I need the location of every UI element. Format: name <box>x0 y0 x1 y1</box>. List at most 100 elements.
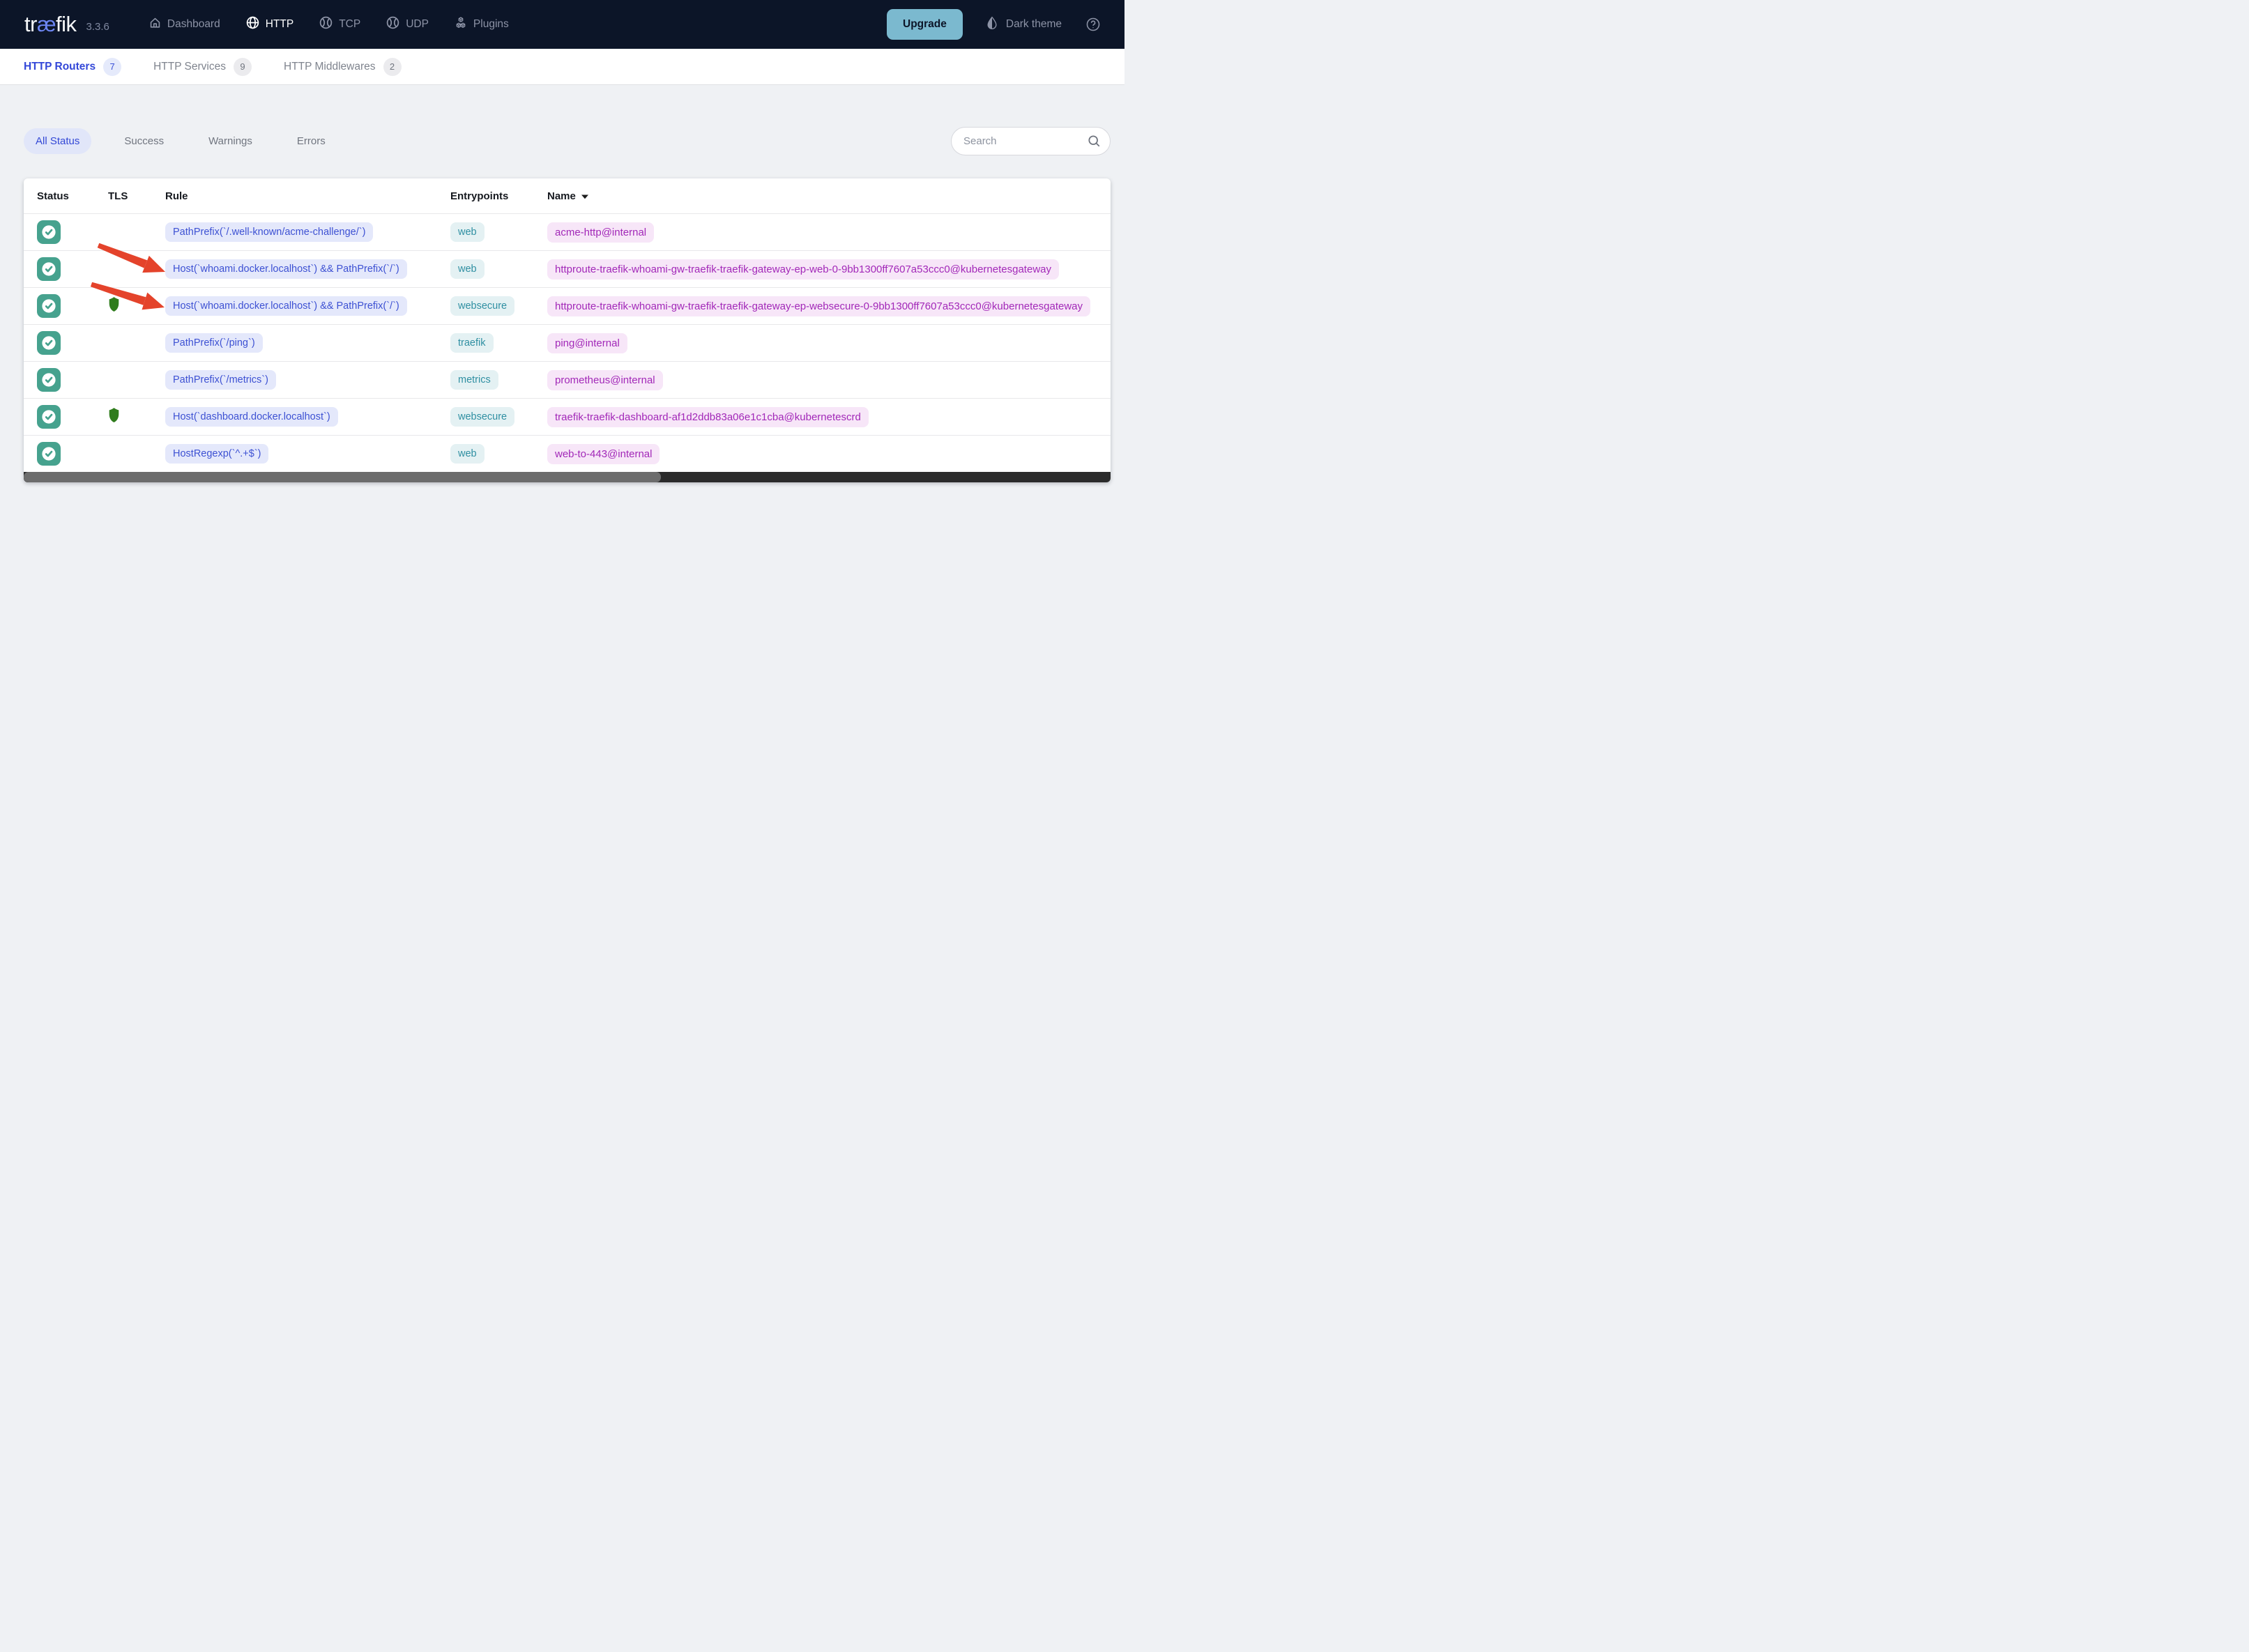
router-name-pill: traefik-traefik-dashboard-af1d2ddb83a06e… <box>547 406 869 427</box>
search-input[interactable] <box>951 127 1111 155</box>
table-row-4[interactable]: PathPrefix(`/ping`) traefik ping@internal <box>24 324 1111 361</box>
nav-item-label: TCP <box>339 18 361 30</box>
status-success-icon <box>37 294 61 318</box>
rule-cell: PathPrefix(`/ping`) <box>165 333 450 353</box>
name-cell: httproute-traefik-whoami-gw-traefik-trae… <box>547 296 1111 316</box>
table-row-2[interactable]: Host(`whoami.docker.localhost`) && PathP… <box>24 250 1111 287</box>
table-row-6[interactable]: Host(`dashboard.docker.localhost`) websec… <box>24 398 1111 435</box>
column-header-entrypoints[interactable]: Entrypoints <box>450 190 509 202</box>
filter-tab-success[interactable]: Success <box>124 135 165 147</box>
entrypoint-pill: traefik <box>450 333 494 353</box>
entrypoint-pill: websecure <box>450 296 515 316</box>
status-cell <box>37 220 108 244</box>
router-name-pill: web-to-443@internal <box>547 443 660 464</box>
filter-tab-all-status[interactable]: All Status <box>24 128 92 154</box>
status-success-icon <box>37 331 61 355</box>
nav-item-label: Dashboard <box>167 18 220 30</box>
ball-icon <box>319 15 333 33</box>
name-cell: httproute-traefik-whoami-gw-traefik-trae… <box>547 259 1111 280</box>
router-name-pill: httproute-traefik-whoami-gw-traefik-trae… <box>547 296 1091 316</box>
status-success-icon <box>37 442 61 466</box>
table-row-5[interactable]: PathPrefix(`/metrics`) metrics prometheus@… <box>24 361 1111 398</box>
router-name-pill: httproute-traefik-whoami-gw-traefik-trae… <box>547 259 1059 280</box>
tls-shield-icon <box>108 297 120 315</box>
subnav-item-http-middlewares[interactable]: HTTP Middlewares 2 <box>284 57 402 76</box>
count-badge: 2 <box>383 57 402 76</box>
rule-pill: Host(`whoami.docker.localhost`) && PathP… <box>165 296 407 316</box>
table-row-7[interactable]: HostRegexp(`^.+$`) web web-to-443@internal <box>24 435 1111 472</box>
column-header-name[interactable]: Name <box>547 190 1111 202</box>
entrypoints-cell: web <box>450 222 547 242</box>
dark-theme-label: Dark theme <box>1005 18 1062 30</box>
sort-caret-icon <box>581 190 588 202</box>
tls-cell <box>108 407 165 427</box>
nav-item-tcp[interactable]: TCP <box>319 15 360 33</box>
entrypoints-cell: traefik <box>450 333 547 353</box>
subnav-item-label: HTTP Middlewares <box>284 60 376 72</box>
filter-tab-errors[interactable]: Errors <box>296 135 326 147</box>
subnav-item-label: HTTP Services <box>153 60 226 72</box>
horizontal-scrollbar-track[interactable] <box>24 472 1111 482</box>
horizontal-scrollbar-thumb[interactable] <box>24 472 661 482</box>
entrypoints-cell: websecure <box>450 296 547 316</box>
status-cell <box>37 368 108 392</box>
status-success-icon <box>37 220 61 244</box>
upgrade-button[interactable]: Upgrade <box>887 9 963 40</box>
entrypoints-cell: web <box>450 444 547 464</box>
ball-icon <box>386 15 400 33</box>
status-cell <box>37 294 108 318</box>
entrypoints-cell: web <box>450 259 547 279</box>
dark-theme-toggle[interactable]: Dark theme <box>985 15 1062 34</box>
name-cell: web-to-443@internal <box>547 443 1111 464</box>
rule-pill: PathPrefix(`/metrics`) <box>165 370 276 390</box>
tls-shield-icon <box>108 408 120 426</box>
subnav-item-http-services[interactable]: HTTP Services 9 <box>153 57 252 76</box>
status-cell <box>37 405 108 429</box>
column-header-tls[interactable]: TLS <box>108 190 128 202</box>
name-cell: ping@internal <box>547 332 1111 353</box>
column-header-rule[interactable]: Rule <box>165 190 188 202</box>
entrypoint-pill: web <box>450 444 485 464</box>
status-success-icon <box>37 368 61 392</box>
status-cell <box>37 331 108 355</box>
name-cell: acme-http@internal <box>547 222 1111 243</box>
entrypoints-cell: websecure <box>450 407 547 427</box>
filter-row: All Status Success Warnings Errors <box>24 127 1111 155</box>
nav-item-label: UDP <box>406 18 429 30</box>
rule-cell: Host(`dashboard.docker.localhost`) <box>165 407 450 427</box>
version-label: 3.3.6 <box>86 20 109 33</box>
main-content: All Status Success Warnings Errors Status TL… <box>0 127 1124 482</box>
entrypoint-pill: websecure <box>450 407 515 427</box>
table-header-row: Status TLS Rule Entrypoints Name <box>24 178 1111 213</box>
rule-pill: PathPrefix(`/ping`) <box>165 333 263 353</box>
rule-pill: HostRegexp(`^.+$`) <box>165 444 269 464</box>
nav-item-plugins[interactable]: Plugins <box>454 16 509 33</box>
rule-pill: Host(`dashboard.docker.localhost`) <box>165 407 338 427</box>
name-cell: traefik-traefik-dashboard-af1d2ddb83a06e… <box>547 406 1111 427</box>
nav-item-dashboard[interactable]: Dashboard <box>148 16 220 33</box>
table-row-1[interactable]: PathPrefix(`/.well-known/acme-challenge/… <box>24 213 1111 250</box>
home-icon <box>148 16 162 33</box>
help-icon[interactable] <box>1085 17 1101 32</box>
router-name-pill: prometheus@internal <box>547 369 663 390</box>
main-nav: Dashboard HTTP TCP UDP Plugins <box>148 15 509 33</box>
subnav-item-http-routers[interactable]: HTTP Routers 7 <box>24 57 122 76</box>
table-body: PathPrefix(`/.well-known/acme-challenge/… <box>24 213 1111 472</box>
table-row-3[interactable]: Host(`whoami.docker.localhost`) && PathP… <box>24 287 1111 324</box>
column-header-status[interactable]: Status <box>37 190 69 202</box>
entrypoints-cell: metrics <box>450 370 547 390</box>
search-icon <box>1087 134 1101 152</box>
status-success-icon <box>37 257 61 281</box>
tls-cell <box>108 296 165 316</box>
filter-tab-warnings[interactable]: Warnings <box>208 135 252 147</box>
top-navbar: træfik 3.3.6 Dashboard HTTP TCP UDP Plugins … <box>0 0 1124 49</box>
count-badge: 7 <box>103 57 122 76</box>
status-success-icon <box>37 405 61 429</box>
rule-cell: HostRegexp(`^.+$`) <box>165 444 450 464</box>
nav-item-http[interactable]: HTTP <box>245 15 293 33</box>
nav-item-udp[interactable]: UDP <box>386 15 429 33</box>
name-cell: prometheus@internal <box>547 369 1111 390</box>
entrypoint-pill: metrics <box>450 370 498 390</box>
count-badge: 9 <box>234 57 252 76</box>
rule-cell: PathPrefix(`/metrics`) <box>165 370 450 390</box>
